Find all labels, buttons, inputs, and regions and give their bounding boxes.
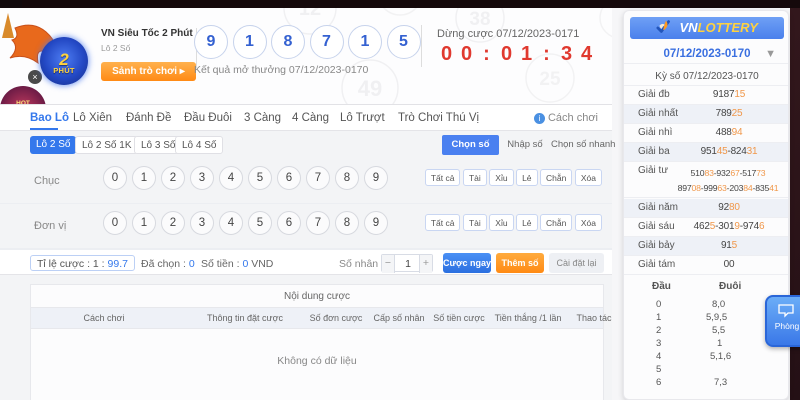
svg-text:49: 49 [358, 76, 382, 101]
svg-text:38: 38 [469, 9, 490, 30]
svg-text:18: 18 [611, 11, 612, 28]
svg-text:12: 12 [299, 8, 321, 20]
svg-text:25: 25 [539, 69, 561, 90]
